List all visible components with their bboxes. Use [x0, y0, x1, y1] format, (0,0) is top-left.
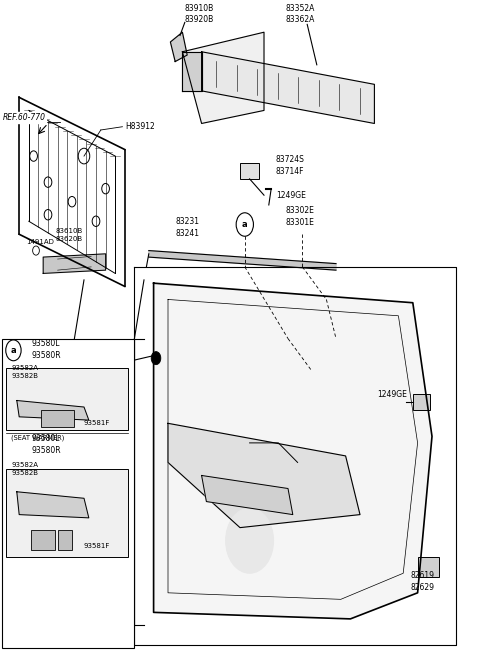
Polygon shape — [182, 32, 264, 124]
Polygon shape — [182, 52, 202, 91]
Text: 83231
83241: 83231 83241 — [175, 216, 199, 238]
Bar — [31, 530, 55, 551]
Polygon shape — [202, 52, 374, 124]
Polygon shape — [202, 476, 293, 515]
Text: 83352A
83362A: 83352A 83362A — [285, 4, 315, 24]
Text: 83724S
83714F: 83724S 83714F — [276, 155, 305, 176]
Text: 83302E
83301E: 83302E 83301E — [286, 206, 314, 226]
Polygon shape — [149, 251, 336, 270]
Polygon shape — [17, 401, 89, 420]
Text: 93582A
93582B: 93582A 93582B — [12, 463, 39, 476]
Text: 83610B
83620B: 83610B 83620B — [55, 228, 83, 241]
Circle shape — [151, 351, 161, 365]
Bar — [58, 530, 72, 551]
Text: 1491AD: 1491AD — [26, 239, 54, 245]
Text: 93581F: 93581F — [84, 420, 110, 426]
Polygon shape — [43, 254, 106, 273]
Polygon shape — [168, 423, 360, 528]
Bar — [413, 394, 430, 411]
Bar — [240, 163, 259, 179]
Text: 1249GE: 1249GE — [377, 390, 407, 399]
Text: 82315B: 82315B — [103, 355, 132, 363]
Bar — [2, 339, 134, 648]
Polygon shape — [170, 32, 187, 62]
Bar — [418, 557, 439, 576]
Text: 1249GE: 1249GE — [276, 191, 306, 201]
Circle shape — [226, 508, 274, 573]
Text: 93581F: 93581F — [84, 544, 110, 549]
Text: 83910B
83920B: 83910B 83920B — [185, 4, 214, 24]
Bar — [41, 411, 74, 426]
Bar — [6, 368, 128, 430]
Text: H83912: H83912 — [125, 122, 155, 131]
Text: 93582A
93582B: 93582A 93582B — [12, 365, 39, 379]
Bar — [6, 469, 128, 557]
Text: 93580L
93580R: 93580L 93580R — [31, 434, 61, 455]
Text: (SEAT WARMER): (SEAT WARMER) — [11, 435, 64, 441]
Text: 82619
82629: 82619 82629 — [410, 570, 434, 592]
Polygon shape — [154, 283, 432, 619]
Text: a: a — [242, 220, 248, 229]
Text: a: a — [11, 346, 16, 355]
Text: 93580L
93580R: 93580L 93580R — [31, 340, 61, 360]
Text: REF.60-770: REF.60-770 — [2, 113, 46, 122]
Polygon shape — [17, 492, 89, 518]
